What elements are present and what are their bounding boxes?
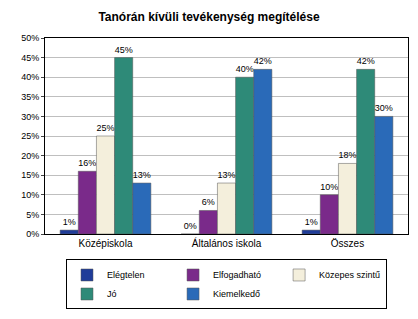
- svg-text:10%: 10%: [21, 190, 39, 200]
- svg-text:25%: 25%: [96, 123, 114, 133]
- svg-text:20%: 20%: [21, 151, 39, 161]
- svg-text:30%: 30%: [21, 112, 39, 122]
- svg-text:0%: 0%: [26, 229, 39, 239]
- svg-text:15%: 15%: [21, 170, 39, 180]
- svg-text:Középiskola: Középiskola: [79, 238, 133, 249]
- svg-text:42%: 42%: [357, 56, 375, 66]
- svg-text:10%: 10%: [320, 182, 338, 192]
- svg-text:1%: 1%: [305, 217, 318, 227]
- svg-text:30%: 30%: [375, 103, 393, 113]
- svg-text:35%: 35%: [21, 92, 39, 102]
- svg-text:16%: 16%: [78, 158, 96, 168]
- svg-text:13%: 13%: [133, 170, 151, 180]
- svg-text:6%: 6%: [202, 197, 215, 207]
- svg-text:5%: 5%: [26, 210, 39, 220]
- svg-text:Összes: Összes: [331, 238, 364, 249]
- svg-text:45%: 45%: [115, 45, 133, 55]
- svg-text:1%: 1%: [63, 217, 76, 227]
- svg-text:13%: 13%: [217, 170, 235, 180]
- svg-text:25%: 25%: [21, 131, 39, 141]
- svg-text:Kiemelkedő: Kiemelkedő: [213, 289, 260, 299]
- svg-text:Általános iskola: Általános iskola: [192, 237, 262, 249]
- svg-text:40%: 40%: [21, 72, 39, 82]
- svg-text:Elégtelen: Elégtelen: [107, 270, 145, 280]
- svg-text:Közepes szintű: Közepes szintű: [319, 270, 380, 280]
- svg-text:Tanórán kívüli tevékenység meg: Tanórán kívüli tevékenység megítélése: [98, 10, 320, 24]
- svg-text:50%: 50%: [21, 33, 39, 43]
- svg-text:Jó: Jó: [107, 289, 117, 299]
- svg-text:Elfogadható: Elfogadható: [213, 270, 261, 280]
- svg-text:0%: 0%: [184, 221, 197, 231]
- svg-text:42%: 42%: [254, 56, 272, 66]
- svg-text:45%: 45%: [21, 53, 39, 63]
- svg-text:40%: 40%: [236, 64, 254, 74]
- svg-text:18%: 18%: [338, 150, 356, 160]
